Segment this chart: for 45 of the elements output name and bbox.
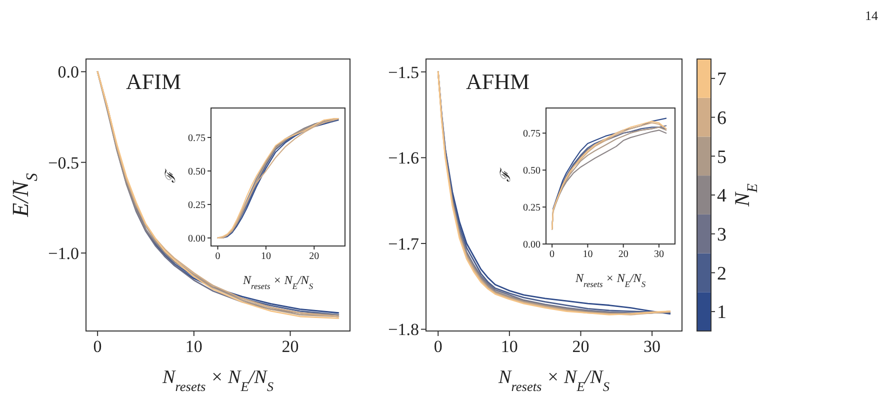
y-tick-label: 0.75 — [188, 132, 206, 144]
y-tick-label: 0.50 — [188, 166, 206, 178]
x-tick-label: 10 — [260, 251, 271, 262]
y-tick-label: −1.8 — [388, 320, 419, 340]
x-axis-title: N$_{resets}$ × N$_{E}$/N$_{S}$ — [498, 367, 610, 394]
y-tick-label: 0.25 — [188, 200, 206, 211]
x-tick-label: 20 — [572, 337, 590, 356]
y-tick-label: 0.00 — [523, 240, 540, 250]
x-axis-title: N$_{resets}$ × N$_{E}$/N$_{S}$ — [242, 273, 314, 290]
y-tick-label: 0.0 — [58, 62, 79, 82]
legend-label: 3 — [717, 224, 726, 246]
x-axis-title: N$_{resets}$ × N$_{E}$/N$_{S}$ — [574, 271, 646, 288]
x-tick-label: 0 — [93, 337, 102, 356]
x-tick-label: 20 — [282, 337, 299, 356]
x-tick-label: 10 — [582, 249, 593, 260]
y-tick-label: 0.50 — [523, 166, 540, 177]
x-tick-label: 30 — [644, 337, 661, 356]
legend-label: 4 — [717, 186, 727, 207]
x-tick-label: 20 — [618, 249, 628, 260]
x-tick-label: 0 — [550, 249, 555, 260]
y-tick-label: −1.0 — [48, 244, 79, 263]
legend-label: 5 — [717, 146, 726, 168]
x-tick-label: 20 — [309, 251, 320, 262]
x-tick-label: 10 — [500, 337, 518, 356]
text: 14 — [865, 8, 878, 23]
y-axis-title: ℱ — [499, 167, 514, 182]
legend-label: 7 — [717, 69, 726, 90]
y-tick-label: 0.75 — [523, 128, 540, 140]
x-tick-label: 10 — [185, 337, 202, 356]
legend-label: 6 — [717, 108, 726, 129]
x-axis-title: N$_{resets}$ × N$_{E}$/N$_{S}$ — [162, 367, 274, 394]
y-tick-label: −1.6 — [388, 148, 419, 168]
y-tick-label: −1.5 — [388, 62, 419, 82]
x-tick-label: 0 — [434, 337, 442, 356]
legend-label: 2 — [717, 263, 726, 284]
x-tick-label: 30 — [654, 249, 664, 260]
y-tick-label: 0.25 — [523, 202, 540, 214]
x-tick-label: 0 — [215, 251, 220, 262]
y-tick-label: −0.5 — [48, 153, 79, 172]
annotation: AFIM — [126, 69, 182, 94]
legend-label: 1 — [717, 302, 726, 324]
annotation: AFHM — [466, 69, 530, 94]
y-tick-label: −1.7 — [388, 234, 420, 254]
y-tick-label: 0.00 — [188, 233, 206, 244]
y-axis-title: ℱ — [164, 168, 179, 183]
